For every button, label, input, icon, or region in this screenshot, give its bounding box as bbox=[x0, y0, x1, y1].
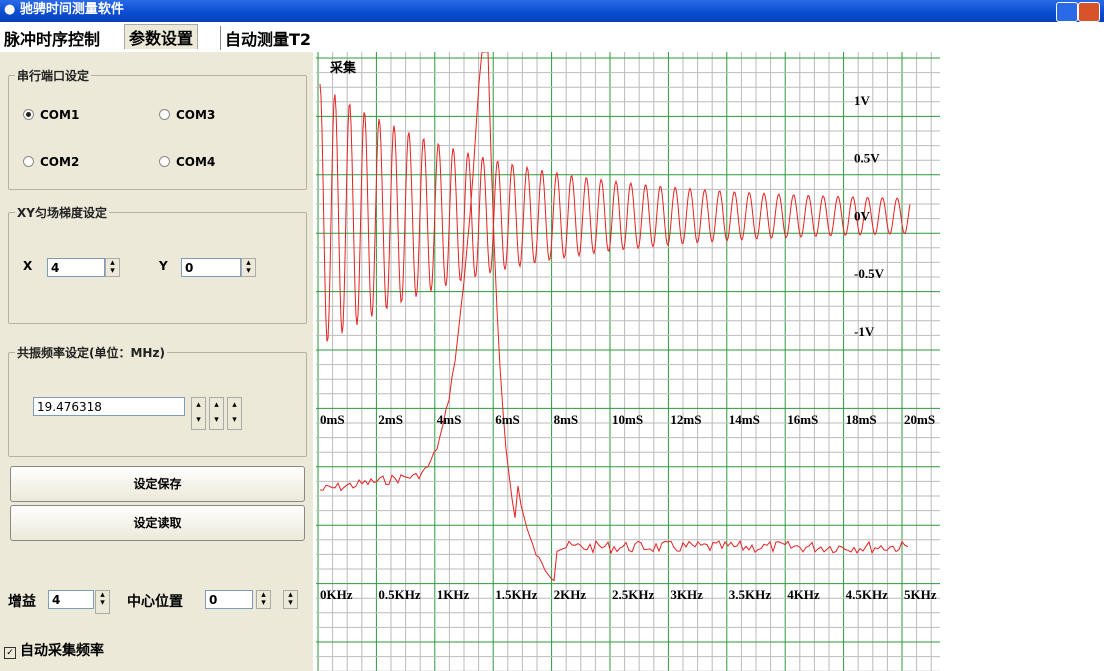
time-label: 0mS bbox=[320, 412, 345, 427]
freq-label: 1KHz bbox=[437, 587, 470, 602]
radio[interactable]: COM4 bbox=[159, 155, 215, 169]
spinner[interactable]: ▴ ▾ bbox=[241, 258, 256, 277]
label: X bbox=[23, 259, 33, 273]
window-title: 驰骋时间测量软件 bbox=[19, 2, 124, 17]
time-label: 18mS bbox=[846, 412, 877, 427]
input[interactable]: 0 bbox=[181, 258, 241, 277]
tab-active[interactable]: 参数设置 bbox=[124, 24, 199, 49]
radio-label: COM4 bbox=[176, 155, 216, 169]
spinner[interactable]: ▴ ▾ bbox=[95, 590, 110, 614]
radio[interactable]: COM2 bbox=[23, 155, 79, 169]
button[interactable]: 设定读取 bbox=[10, 505, 305, 541]
time-label: 14mS bbox=[729, 412, 760, 427]
serial-group: 串行端口设定 COM1 COM3 COM2 COM4 bbox=[8, 67, 307, 190]
time-trace bbox=[319, 83, 911, 342]
button[interactable]: 设定保存 bbox=[10, 466, 305, 502]
freq-label: 0.5KHz bbox=[378, 587, 420, 602]
label: 增益 bbox=[8, 594, 36, 610]
time-label: 20mS bbox=[904, 412, 935, 427]
input[interactable]: 0 bbox=[205, 590, 253, 609]
spinner[interactable]: ▴ ▾ bbox=[209, 397, 224, 430]
time-label: 12mS bbox=[670, 412, 701, 427]
label: 中心位置 bbox=[127, 594, 183, 610]
group-title: 共振频率设定(单位：MHz) bbox=[15, 344, 167, 361]
time-label: 2mS bbox=[378, 412, 403, 427]
group-title: 串行端口设定 bbox=[15, 67, 92, 84]
input[interactable]: 4 bbox=[47, 258, 105, 277]
volt-label: -1V bbox=[854, 324, 875, 339]
tab[interactable]: 自动测量T2 bbox=[220, 26, 315, 50]
volt-label: 1V bbox=[854, 93, 871, 108]
input[interactable]: 4 bbox=[48, 590, 94, 609]
freq-label: 3KHz bbox=[670, 587, 703, 602]
radio-label: COM2 bbox=[40, 155, 80, 169]
freq-group: 共振频率设定(单位：MHz) 19.476318 ▴ ▾ ▴ ▾ ▴ ▾ bbox=[8, 344, 307, 457]
freq-label: 5KHz bbox=[904, 587, 937, 602]
checkbox-label: 自动采集频率 bbox=[20, 643, 104, 659]
freq-label: 2.5KHz bbox=[612, 587, 654, 602]
input[interactable]: 19.476318 bbox=[33, 397, 185, 416]
radio-label: COM3 bbox=[176, 108, 216, 122]
minimize-button[interactable] bbox=[1056, 2, 1078, 22]
tab-bar: 脉冲时序控制 参数设置 自动测量T2 bbox=[0, 22, 1104, 52]
spinner[interactable]: ▴ ▾ bbox=[256, 590, 271, 609]
time-label: 10mS bbox=[612, 412, 643, 427]
volt-label: 0.5V bbox=[854, 151, 880, 166]
radio[interactable]: COM3 bbox=[159, 108, 215, 122]
tab[interactable]: 脉冲时序控制 bbox=[4, 30, 101, 49]
label: Y bbox=[159, 259, 168, 273]
freq-label: 4KHz bbox=[787, 587, 820, 602]
freq-label: 3.5KHz bbox=[729, 587, 771, 602]
scope-title: 采集 bbox=[329, 60, 357, 75]
freq-label: 4.5KHz bbox=[846, 587, 888, 602]
title-bar: ● 驰骋时间测量软件 bbox=[0, 0, 1104, 22]
spinner[interactable]: ▴ ▾ bbox=[227, 397, 242, 430]
freq-label: 0KHz bbox=[320, 587, 353, 602]
radio-label: COM1 bbox=[40, 108, 80, 122]
time-label: 16mS bbox=[787, 412, 818, 427]
time-label: 6mS bbox=[495, 412, 520, 427]
time-label: 8mS bbox=[554, 412, 579, 427]
settings-panel: 串行端口设定 COM1 COM3 COM2 COM4 XY匀场梯度设定 X 4 … bbox=[0, 52, 313, 671]
close-button[interactable] bbox=[1078, 2, 1100, 22]
spinner[interactable]: ▴ ▾ bbox=[283, 590, 298, 609]
volt-label: -0.5V bbox=[854, 266, 885, 281]
volt-label: 0V bbox=[854, 208, 871, 223]
checkbox[interactable]: ✓ 自动采集频率 bbox=[4, 640, 104, 660]
freq-label: 1.5KHz bbox=[495, 587, 537, 602]
spinner[interactable]: ▴ ▾ bbox=[105, 258, 120, 277]
spectrum-trace bbox=[319, 52, 909, 582]
time-label: 4mS bbox=[437, 412, 462, 427]
group-title: XY匀场梯度设定 bbox=[15, 204, 109, 221]
freq-label: 2KHz bbox=[554, 587, 587, 602]
scope: 采集 1V 0.5V 0V -0.5V -1V 0mS 2mS 4mS 6mS 8mS 10mS 12m… bbox=[316, 52, 940, 671]
spinner[interactable]: ▴ ▾ bbox=[191, 397, 206, 430]
radio[interactable]: COM1 bbox=[23, 108, 79, 122]
xy-group: XY匀场梯度设定 X 4 ▴ ▾ Y 0 ▴ ▾ bbox=[8, 204, 307, 324]
